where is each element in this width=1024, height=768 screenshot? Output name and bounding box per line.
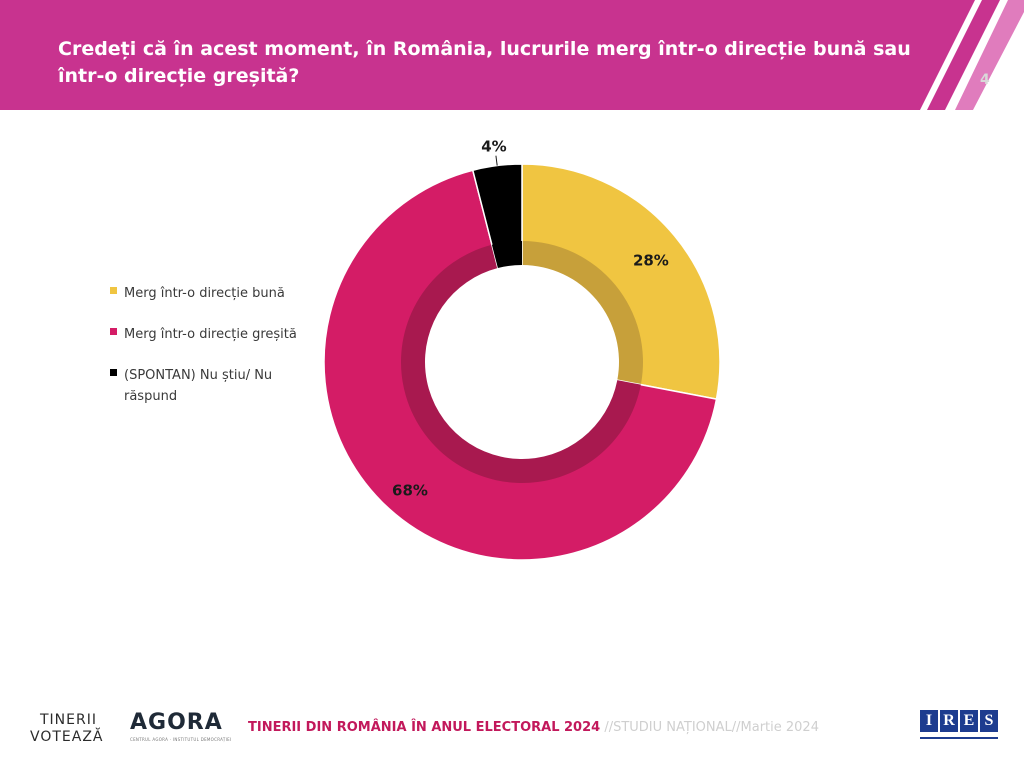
legend-item-dontknow: (SPONTAN) Nu știu/ Nu răspund xyxy=(110,364,300,406)
header-stripe-1 xyxy=(927,0,1000,110)
legend-swatch-dontknow xyxy=(110,369,117,376)
legend-swatch-wrong xyxy=(110,328,117,335)
page-number: 4 xyxy=(980,72,990,88)
donut-slice-good xyxy=(521,163,721,400)
legend-label-dontknow: (SPONTAN) Nu știu/ Nu răspund xyxy=(124,368,273,404)
page-title: Credeți că în acest moment, în România, … xyxy=(58,38,911,87)
donut-inner-band-good xyxy=(522,241,643,385)
donut-chart: 28% 68% 4% xyxy=(323,138,721,561)
tinerii-logo-line1: TINERII xyxy=(40,712,97,728)
header-band xyxy=(0,0,975,110)
ires-letter-e: E xyxy=(960,710,978,732)
footer-caption: TINERII DIN ROMÂNIA ÎN ANUL ELECTORAL 20… xyxy=(248,720,819,735)
tinerii-logo-line2: VOTEAZĂ xyxy=(30,729,104,745)
donut-slice-wrong xyxy=(323,169,718,561)
legend-item-good: Merg într-o direcție bună xyxy=(110,282,300,303)
leader-line-dontknow xyxy=(495,155,498,166)
data-label-wrong: 68% xyxy=(392,482,428,500)
ires-letter-r: R xyxy=(940,710,958,732)
legend-swatch-good xyxy=(110,287,117,294)
ires-letter-s: S xyxy=(980,710,998,732)
footer: TINERII VOTEAZĂ AGORA CENTRUL AGORA · IN… xyxy=(0,700,1024,760)
header-stripe-2 xyxy=(955,0,1024,110)
ires-logo-underline xyxy=(920,737,998,739)
footer-study-title: TINERII DIN ROMÂNIA ÎN ANUL ELECTORAL 20… xyxy=(248,720,601,735)
legend-label-wrong: Merg într-o direcție greșită xyxy=(124,327,297,342)
header-shapes xyxy=(0,0,1024,110)
footer-study-date: //STUDIU NAȚIONAL//Martie 2024 xyxy=(600,720,819,735)
legend-item-wrong: Merg într-o direcție greșită xyxy=(110,323,300,344)
agora-logo-tagline: CENTRUL AGORA · INSTITUTUL DEMOCRAȚIEI xyxy=(130,737,232,742)
donut-inner-band-dontknow xyxy=(491,241,522,269)
agora-logo: AGORA CENTRUL AGORA · INSTITUTUL DEMOCRA… xyxy=(130,710,231,742)
data-label-dontknow: 4% xyxy=(481,138,506,156)
ires-letter-i: I xyxy=(920,710,938,732)
legend-label-good: Merg într-o direcție bună xyxy=(124,286,285,301)
ires-logo: I R E S xyxy=(920,710,1002,739)
ires-logo-boxes: I R E S xyxy=(920,710,1002,732)
header-banner: Credeți că în acest moment, în România, … xyxy=(0,0,1024,110)
chart-legend: Merg într-o direcție bună Merg într-o di… xyxy=(110,282,300,426)
tinerii-voteaza-logo: TINERII VOTEAZĂ xyxy=(30,712,122,748)
agora-logo-word: AGORA xyxy=(130,710,223,735)
data-label-good: 28% xyxy=(633,251,669,269)
